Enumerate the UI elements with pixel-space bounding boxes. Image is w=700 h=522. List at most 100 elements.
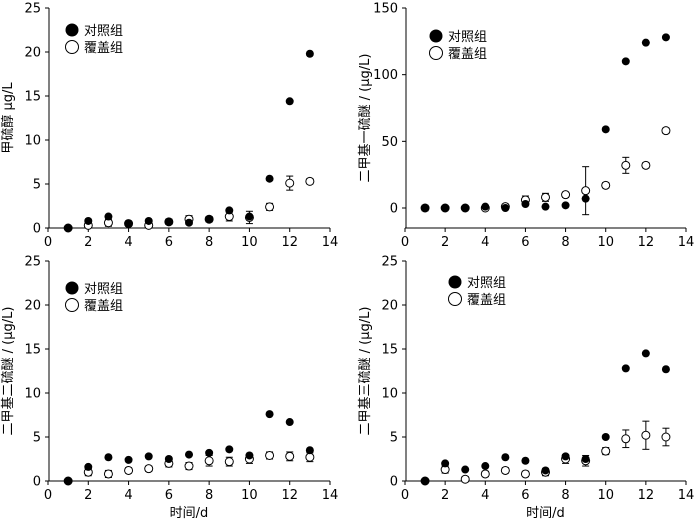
x-tick-label: 14 <box>678 235 695 250</box>
y-tick-label: 10 <box>381 387 398 402</box>
legend-label: 覆盖组 <box>448 47 487 62</box>
y-tick-label: 100 <box>373 68 398 83</box>
x-tick-label: 0 <box>44 488 52 503</box>
data-point <box>641 160 651 170</box>
series-filled <box>421 349 670 485</box>
series-open <box>420 420 671 486</box>
data-point <box>64 224 73 232</box>
data-point <box>501 453 510 462</box>
data-point <box>205 215 214 224</box>
data-point <box>521 200 530 208</box>
data-point <box>285 418 294 427</box>
data-point <box>520 469 530 479</box>
data-point <box>144 464 154 474</box>
legend-marker-open <box>448 292 462 306</box>
x-tick-label: 2 <box>441 235 449 250</box>
data-point <box>481 202 490 211</box>
data-point <box>601 433 610 441</box>
data-point <box>460 474 470 484</box>
series-filled <box>64 410 314 485</box>
x-tick-label: 6 <box>521 488 529 503</box>
data-point <box>305 49 314 58</box>
y-tick-label: 150 <box>373 2 398 17</box>
data-point <box>641 349 650 358</box>
legend-marker-open <box>65 298 79 312</box>
x-tick-label: 8 <box>561 235 569 250</box>
x-tick-label: 8 <box>561 488 569 503</box>
data-point <box>541 466 550 475</box>
y-tick-label: 20 <box>24 46 41 61</box>
x-tick-label: 2 <box>84 488 92 503</box>
chart-panel-3: 0 2 4 6 8 10 12 14 0 5 10 15 20 25 二甲基二硫醚 / (μg/L) 时间/d… <box>1 255 338 522</box>
y-axis-label: 二甲基三硫醚 / (μg/L) <box>358 307 373 436</box>
legend-label: 覆盖组 <box>467 293 506 308</box>
data-point <box>441 204 450 212</box>
data-point <box>185 218 193 227</box>
x-tick-label: 14 <box>322 488 339 503</box>
data-point <box>64 477 73 485</box>
y-tick-label: 0 <box>390 202 398 217</box>
y-axis-label: 二甲基一硫醚 / (μg/L) <box>358 54 373 183</box>
x-tick-label: 10 <box>241 235 258 250</box>
data-point <box>305 176 315 186</box>
data-point <box>641 38 650 47</box>
data-point <box>124 465 134 475</box>
data-point <box>265 410 274 419</box>
legend-marker-open <box>429 46 443 60</box>
data-point <box>103 469 113 479</box>
y-tick-label: 15 <box>24 90 41 105</box>
data-point <box>501 204 510 212</box>
legend-marker-filled <box>429 29 443 43</box>
data-point <box>204 456 214 466</box>
data-point <box>164 217 173 226</box>
x-tick-label: 14 <box>678 488 695 503</box>
data-point <box>265 202 275 212</box>
data-point <box>285 97 294 106</box>
x-tick-label: 12 <box>281 488 298 503</box>
y-tick-label: 5 <box>33 431 41 446</box>
data-point <box>541 202 550 211</box>
series-filled <box>421 33 670 212</box>
y-axis-label: 二甲基二硫醚 / (μg/L) <box>1 307 16 436</box>
data-point <box>521 456 530 465</box>
data-point <box>581 455 590 463</box>
legend-label: 对照组 <box>467 276 506 291</box>
legend-marker-filled <box>65 281 79 295</box>
data-point <box>441 459 450 468</box>
y-tick-label: 0 <box>390 475 398 490</box>
legend-marker-open <box>65 40 79 54</box>
data-point <box>581 186 591 196</box>
data-point <box>245 212 254 221</box>
x-tick-label: 4 <box>124 488 132 503</box>
data-point <box>245 451 254 460</box>
y-tick-label: 25 <box>381 255 398 270</box>
x-tick-label: 8 <box>205 488 213 503</box>
data-point <box>225 206 234 215</box>
x-tick-label: 12 <box>638 488 655 503</box>
data-point <box>305 446 314 455</box>
y-tick-label: 5 <box>33 178 41 193</box>
data-point <box>265 174 274 183</box>
data-point <box>124 219 133 228</box>
data-point <box>601 180 611 190</box>
data-point <box>561 201 570 210</box>
data-point <box>124 455 133 464</box>
y-tick-label: 5 <box>390 431 398 446</box>
y-tick-label: 15 <box>24 343 41 358</box>
data-point <box>661 33 670 42</box>
x-axis-label: 时间/d <box>170 506 209 521</box>
data-point <box>661 365 670 374</box>
x-tick-label: 4 <box>481 235 489 250</box>
data-point <box>601 446 611 456</box>
x-tick-label: 2 <box>84 235 92 250</box>
data-point <box>661 432 671 442</box>
data-point <box>500 465 510 475</box>
x-tick-label: 0 <box>401 488 409 503</box>
data-point <box>305 452 315 462</box>
data-point <box>561 190 571 200</box>
y-tick-label: 25 <box>24 2 41 17</box>
x-tick-label: 10 <box>241 488 258 503</box>
chart-panel-4: 0 2 4 6 8 10 12 14 0 5 10 15 20 25 二甲基三硫醚 / (μg/L) 时间/d… <box>358 255 694 522</box>
